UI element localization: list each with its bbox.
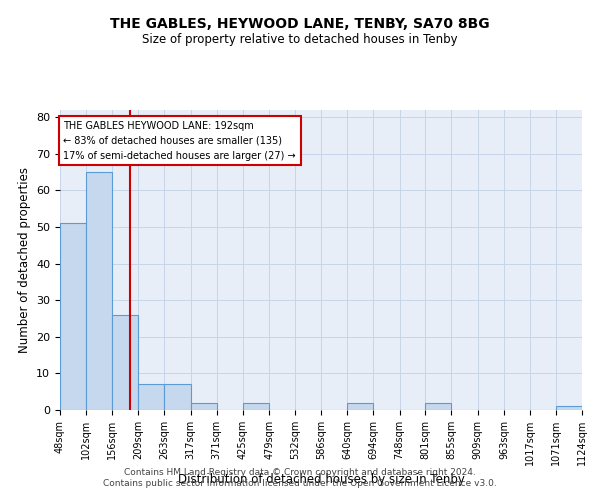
Bar bbox=[556, 406, 582, 410]
Bar bbox=[347, 402, 373, 410]
Text: Contains HM Land Registry data © Crown copyright and database right 2024.
Contai: Contains HM Land Registry data © Crown c… bbox=[103, 468, 497, 487]
X-axis label: Distribution of detached houses by size in Tenby: Distribution of detached houses by size … bbox=[178, 474, 464, 486]
Bar bbox=[112, 315, 138, 410]
Y-axis label: Number of detached properties: Number of detached properties bbox=[17, 167, 31, 353]
Bar bbox=[243, 402, 269, 410]
Bar bbox=[164, 384, 191, 410]
Bar bbox=[191, 402, 217, 410]
Text: THE GABLES, HEYWOOD LANE, TENBY, SA70 8BG: THE GABLES, HEYWOOD LANE, TENBY, SA70 8B… bbox=[110, 18, 490, 32]
Bar bbox=[425, 402, 451, 410]
Text: THE GABLES HEYWOOD LANE: 192sqm
← 83% of detached houses are smaller (135)
17% o: THE GABLES HEYWOOD LANE: 192sqm ← 83% of… bbox=[64, 121, 296, 160]
Bar bbox=[138, 384, 164, 410]
Bar bbox=[60, 224, 86, 410]
Text: Size of property relative to detached houses in Tenby: Size of property relative to detached ho… bbox=[142, 32, 458, 46]
Bar bbox=[86, 172, 112, 410]
